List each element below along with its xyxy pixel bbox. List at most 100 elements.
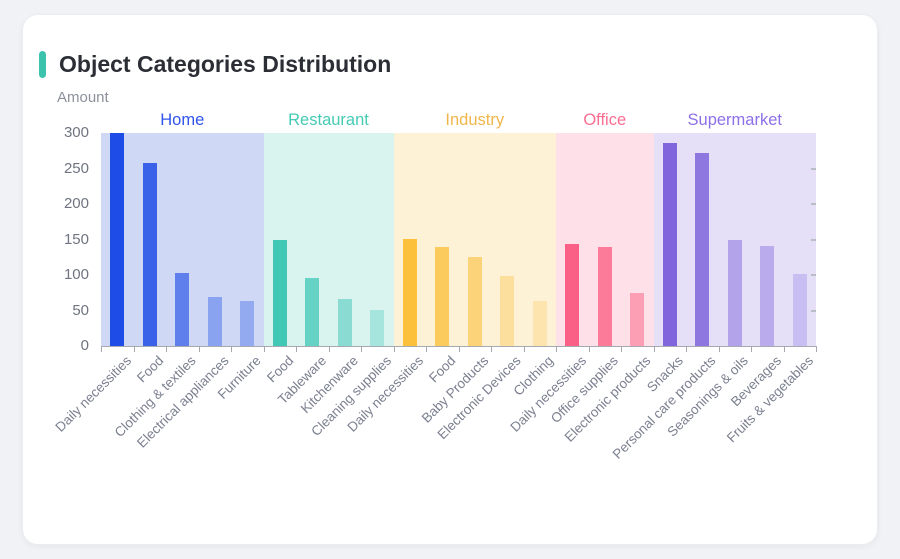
y-tick-label: 250 [63, 159, 89, 177]
group-band-home [101, 133, 264, 346]
plot-area [101, 133, 816, 346]
x-axis-tick [296, 347, 297, 352]
right-axis-tick [811, 167, 816, 170]
chart-title: Object Categories Distribution [59, 51, 392, 77]
group-label-office: Office [583, 111, 627, 129]
bar-supermarket-fruits-vegetables[interactable] [792, 274, 807, 346]
bar-slot [231, 133, 264, 346]
bar-office-office-supplies[interactable] [597, 246, 612, 346]
bar-slot [329, 133, 362, 346]
card-header: Object Categories Distribution [39, 51, 391, 78]
bar-slot [491, 133, 524, 346]
group-band-industry [393, 133, 557, 346]
bar-supermarket-seasonings-oils[interactable] [727, 240, 742, 346]
group-band-office [556, 133, 654, 346]
x-axis-tick [588, 347, 590, 352]
y-tick-label: 50 [72, 301, 89, 319]
x-axis-tick [101, 347, 102, 352]
bar-slot [459, 133, 492, 346]
bar-restaurant-food[interactable] [272, 240, 287, 346]
bar-home-clothing-textiles[interactable] [175, 272, 190, 346]
x-axis-tick [198, 347, 200, 352]
y-axis-name: Amount [57, 89, 109, 106]
bar-slot [426, 133, 459, 346]
chart-card: Object Categories Distribution Amount Ho… [22, 14, 878, 545]
x-axis-tick [328, 347, 330, 352]
x-axis-line [101, 346, 817, 352]
x-axis-tick [263, 347, 265, 352]
group-label-supermarket: Supermarket [687, 111, 782, 129]
bar-slot [361, 133, 394, 346]
y-tick-label: 300 [63, 124, 89, 141]
x-axis-tick [523, 347, 525, 352]
x-axis-tick [166, 347, 167, 352]
bar-restaurant-cleaning-supplies[interactable] [370, 309, 385, 346]
title-accent-bar [39, 51, 46, 78]
bar-home-electrical-appliances[interactable] [207, 297, 222, 346]
right-axis-tick [811, 309, 816, 312]
x-axis-tick [686, 347, 687, 352]
bar-supermarket-personal-care-products[interactable] [695, 152, 710, 346]
x-axis-tick [458, 347, 460, 352]
bar-slot [524, 133, 557, 346]
x-axis-labels: Daily necessities Food Clothing & textiles… [52, 353, 816, 523]
x-axis-tick [361, 347, 362, 352]
bar-supermarket-snacks[interactable] [662, 142, 677, 346]
group-band-restaurant [263, 133, 394, 346]
bar-slot [101, 133, 134, 346]
bar-slot [556, 133, 589, 346]
bar-slot [654, 133, 687, 346]
bar-slot [394, 133, 427, 346]
group-label-restaurant: Restaurant [288, 111, 369, 129]
bar-industry-clothing[interactable] [532, 300, 547, 346]
bar-slot [134, 133, 167, 346]
right-axis-tick [811, 238, 816, 241]
y-tick-label: 150 [63, 230, 89, 248]
bar-industry-daily-necessities[interactable] [402, 238, 417, 346]
bar-industry-electronic-devices[interactable] [500, 275, 515, 346]
x-axis-tick [556, 347, 557, 352]
bar-restaurant-kitchenware[interactable] [337, 299, 352, 346]
bar-home-daily-necessities[interactable] [110, 133, 125, 346]
bar-industry-baby-products[interactable] [467, 256, 482, 346]
group-label-home: Home [160, 111, 205, 129]
bar-industry-food[interactable] [435, 246, 450, 346]
bar-slot [686, 133, 719, 346]
bar-slot [621, 133, 654, 346]
bar-slot [719, 133, 752, 346]
group-band-supermarket [653, 133, 817, 346]
y-tick-label: 200 [63, 195, 89, 212]
bar-supermarket-beverages[interactable] [760, 245, 775, 346]
bar-slot [784, 133, 817, 346]
x-axis-tick [783, 347, 785, 352]
x-axis-tick [816, 347, 817, 352]
x-axis-tick [231, 347, 232, 352]
x-axis-tick [621, 347, 622, 352]
x-axis-tick [751, 347, 752, 352]
x-axis-tick [653, 347, 655, 352]
x-axis-tick [393, 347, 395, 352]
x-axis-tick [718, 347, 720, 352]
x-axis-tick [491, 347, 492, 352]
bar-slot [589, 133, 622, 346]
right-axis-tick [811, 274, 816, 276]
bar-slot [751, 133, 784, 346]
group-label-industry: Industry [445, 111, 505, 129]
bar-restaurant-tableware[interactable] [305, 277, 320, 346]
bar-home-furniture[interactable] [240, 300, 255, 346]
right-axis-tick [811, 203, 816, 205]
x-axis-tick [426, 347, 427, 352]
bar-slot [166, 133, 199, 346]
group-header-row: Home Restaurant Industry Office Supermarket [101, 109, 816, 131]
bar-office-daily-necessities[interactable] [565, 244, 580, 346]
bar-slot [296, 133, 329, 346]
bar-slot [264, 133, 297, 346]
bar-slot [199, 133, 232, 346]
y-tick-label: 0 [80, 337, 89, 354]
y-tick-label: 100 [63, 266, 89, 283]
bar-home-food[interactable] [142, 162, 157, 346]
bar-office-electronic-products[interactable] [630, 292, 645, 346]
x-axis-tick [133, 347, 135, 352]
y-axis: 300 250 200 150 100 50 0 [23, 124, 89, 354]
